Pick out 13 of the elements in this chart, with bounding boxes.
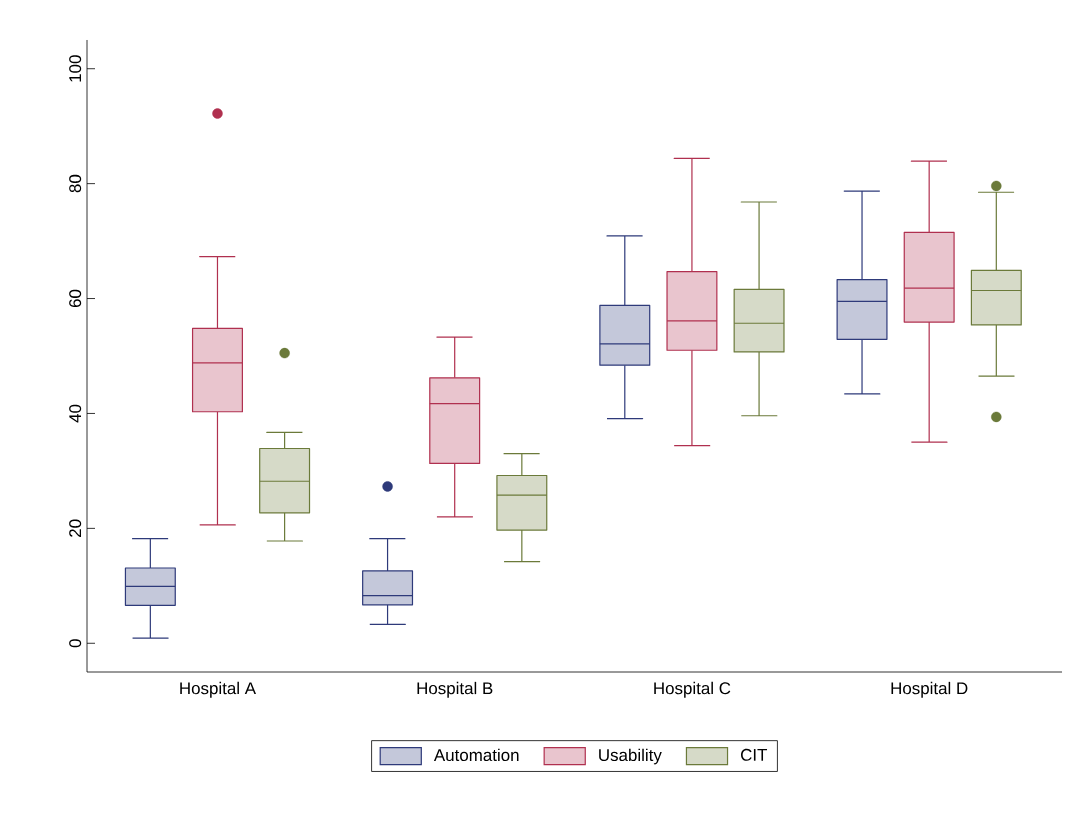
x-tick-label: Hospital C [654, 681, 731, 698]
y-tick-label: 60 [69, 289, 82, 308]
x-tick-label: Hospital A [180, 681, 257, 698]
y-tick-label: 20 [69, 519, 82, 537]
y-tick-label: 80 [69, 174, 82, 193]
y-tick-label: 40 [69, 404, 82, 423]
legend-label: Automation [433, 748, 519, 762]
legend-label: CIT [740, 748, 768, 761]
x-tick-label: Hospital D [891, 681, 968, 698]
x-tick-label: Hospital B [417, 681, 493, 698]
y-tick-label: 100 [69, 55, 82, 82]
y-tick-label: 0 [69, 639, 82, 648]
legend-label: Usability [599, 748, 662, 765]
